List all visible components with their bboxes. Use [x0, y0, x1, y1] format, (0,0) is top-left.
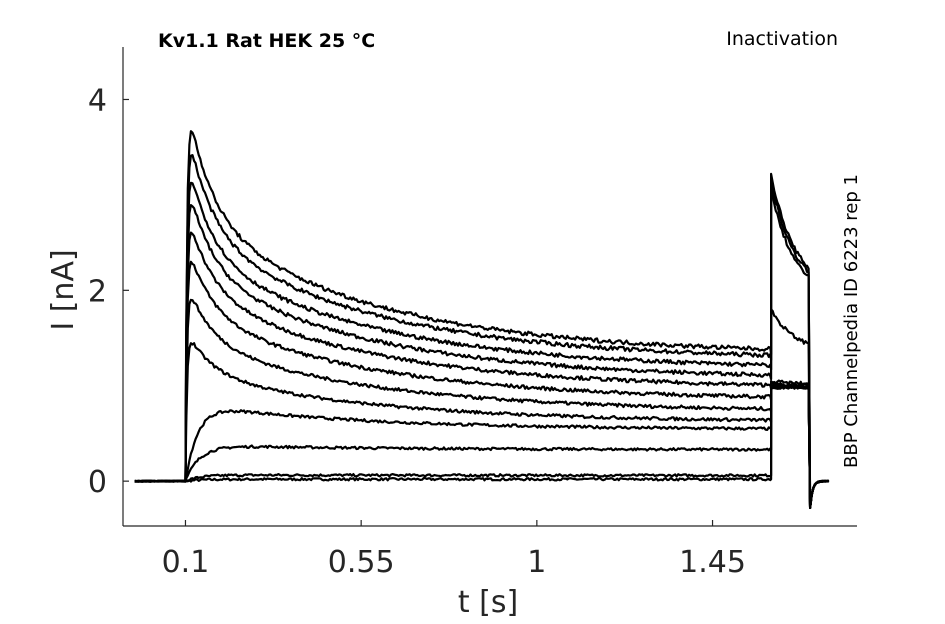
current-trace	[134, 342, 829, 509]
chart-title: Kv1.1 Rat HEK 25 °C	[158, 30, 375, 52]
current-trace	[134, 385, 830, 509]
current-trace	[134, 154, 829, 509]
current-trace	[134, 231, 830, 509]
current-trace	[134, 385, 830, 509]
current-trace	[134, 298, 830, 509]
current-trace	[134, 385, 830, 509]
y-tick-label: 2	[88, 274, 107, 309]
current-trace	[134, 130, 829, 509]
y-tick-label: 0	[88, 465, 107, 500]
current-trace	[134, 181, 829, 509]
x-tick-label: 1.45	[679, 545, 746, 580]
protocol-label: Inactivation	[726, 28, 838, 50]
x-axis-label: t [s]	[458, 585, 518, 620]
y-ticks: 0 2 4	[88, 83, 129, 500]
x-tick-label: 0.1	[162, 545, 210, 580]
y-axis-label: I [nA]	[46, 249, 81, 330]
x-tick-label: 0.55	[328, 545, 395, 580]
current-trace	[134, 204, 830, 509]
side-label: BBP Channelpedia ID 6223 rep 1	[841, 174, 862, 468]
current-trace	[134, 260, 829, 509]
current-trace	[134, 384, 830, 509]
traces	[134, 130, 830, 509]
x-ticks: 0.1 0.55 1 1.45	[162, 520, 746, 580]
y-tick-label: 4	[88, 83, 107, 118]
x-tick-label: 1	[527, 545, 546, 580]
